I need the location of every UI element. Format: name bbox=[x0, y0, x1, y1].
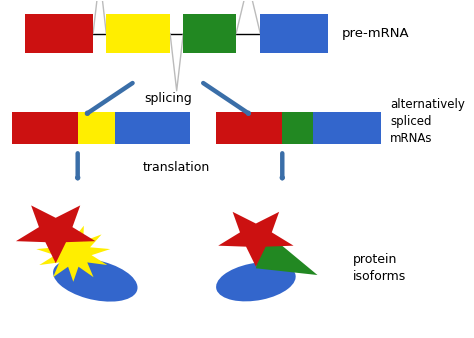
Ellipse shape bbox=[53, 259, 137, 301]
Bar bbox=[78, 112, 115, 144]
Bar bbox=[283, 112, 313, 144]
Bar bbox=[115, 112, 190, 144]
Text: protein
isoforms: protein isoforms bbox=[353, 253, 406, 283]
Text: pre-mRNA: pre-mRNA bbox=[342, 27, 410, 40]
Ellipse shape bbox=[216, 262, 296, 301]
Bar bbox=[216, 112, 283, 144]
Bar bbox=[25, 14, 93, 53]
Polygon shape bbox=[218, 212, 293, 267]
Text: translation: translation bbox=[143, 161, 210, 174]
Bar bbox=[183, 14, 236, 53]
Bar bbox=[106, 14, 170, 53]
Bar bbox=[260, 14, 328, 53]
Polygon shape bbox=[36, 226, 110, 282]
Polygon shape bbox=[256, 231, 318, 275]
Text: alternatively
spliced
mRNAs: alternatively spliced mRNAs bbox=[390, 98, 465, 145]
Bar bbox=[313, 112, 381, 144]
Text: splicing: splicing bbox=[144, 92, 192, 105]
Bar bbox=[12, 112, 78, 144]
Polygon shape bbox=[16, 206, 95, 263]
